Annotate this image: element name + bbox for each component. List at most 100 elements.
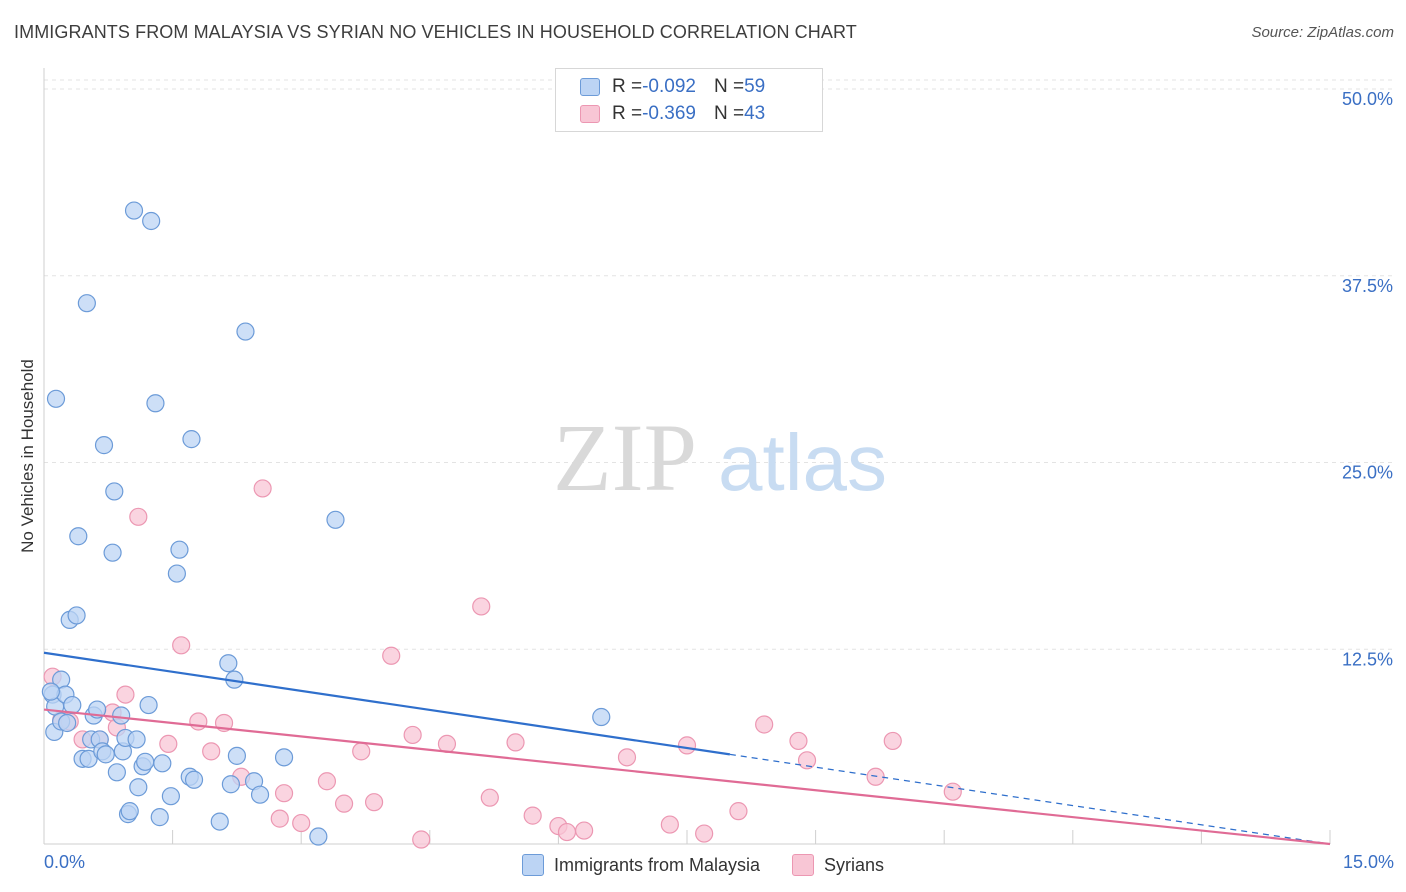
syrians-n-label: N =: [713, 103, 745, 124]
syrians-point-22: [364, 793, 384, 812]
malaysia-points: [41, 201, 611, 846]
legend-item-syrians[interactable]: Syrians: [792, 854, 884, 876]
watermark-zip: ZIP: [553, 404, 697, 511]
syrians-point-19: [317, 772, 337, 791]
malaysia-point-42: [170, 540, 189, 559]
legend-item-malaysia[interactable]: Immigrants from Malaysia: [521, 854, 760, 876]
malaysia-point-11: [69, 527, 88, 546]
syrians-point-12: [202, 742, 221, 761]
syrians-point-7: [116, 685, 135, 704]
syrians-point-23: [382, 646, 401, 665]
syrians-point-25: [412, 830, 431, 849]
malaysia-point-47: [219, 654, 238, 673]
malaysia-point-48: [221, 775, 240, 794]
malaysia-point-14: [79, 749, 98, 768]
syrians-point-38: [729, 802, 748, 821]
malaysia-point-21: [96, 745, 115, 764]
syrians-point-26: [437, 734, 457, 754]
malaysia-n-value: 59: [744, 76, 766, 97]
stats-legend-row-malaysia: R = -0.092 N = 59: [580, 75, 765, 99]
malaysia-point-39: [153, 754, 172, 773]
syrians-point-21: [352, 742, 371, 761]
syrians-point-10: [172, 636, 191, 655]
legend-label-malaysia: Immigrants from Malaysia: [553, 854, 760, 875]
syrians-point-8: [129, 507, 148, 526]
malaysia-point-34: [136, 752, 155, 771]
malaysia-point-35: [139, 695, 158, 715]
watermark: ZIP atlas: [553, 404, 887, 511]
malaysia-r-value: -0.092: [642, 76, 696, 97]
syrians-point-35: [660, 815, 679, 834]
legend-label-syrians: Syrians: [824, 854, 885, 875]
syrians-point-37: [695, 824, 714, 843]
malaysia-n-label: N =: [713, 76, 745, 97]
syrians-point-18: [292, 813, 311, 833]
malaysia-point-57: [592, 707, 611, 727]
syrians-point-42: [866, 767, 885, 786]
malaysia-point-38: [150, 808, 169, 827]
syrians-point-15: [253, 479, 272, 498]
source-note: Source: ZipAtlas.com: [1251, 24, 1394, 41]
malaysia-point-45: [184, 770, 204, 789]
syrians-swatch: [580, 105, 600, 123]
syrians-point-33: [575, 821, 594, 840]
stats-legend: R = -0.092 N = 59 R = -0.369 N = 43: [555, 68, 823, 132]
malaysia-point-36: [142, 211, 161, 231]
malaysia-point-24: [107, 763, 126, 782]
syrians-point-17: [274, 784, 294, 803]
watermark-atlas: atlas: [718, 418, 887, 507]
y-tick-label-0: 12.5%: [1342, 649, 1393, 669]
malaysia-point-51: [236, 322, 255, 341]
syrians-point-9: [159, 734, 178, 754]
malaysia-point-37: [146, 394, 165, 413]
trend-lines: [43, 651, 1331, 846]
malaysia-point-32: [129, 778, 148, 797]
malaysia-point-10: [67, 606, 86, 625]
y-tick-labels: 12.5% 25.0% 37.5% 50.0%: [1342, 89, 1393, 669]
malaysia-point-46: [210, 812, 229, 831]
malaysia-point-40: [161, 787, 180, 806]
malaysia-point-50: [227, 746, 246, 765]
syrians-points: [43, 479, 962, 849]
stats-legend-row-syrians: R = -0.369 N = 43: [580, 102, 765, 126]
syrians-point-43: [883, 731, 902, 751]
malaysia-point-7: [58, 713, 77, 733]
syrians-point-28: [480, 788, 499, 807]
series-legend: Immigrants from Malaysia Syrians: [0, 850, 1406, 880]
syrians-trend-line: [43, 708, 1331, 846]
syrians-point-29: [506, 733, 525, 752]
malaysia-point-3: [46, 389, 66, 408]
syrians-n-value: 43: [744, 103, 766, 124]
malaysia-point-20: [94, 436, 114, 455]
x-tick-label-min: 0.0%: [44, 852, 86, 872]
syrians-point-16: [270, 809, 289, 828]
syrians-point-39: [755, 715, 774, 734]
syrians-point-24: [403, 725, 422, 745]
malaysia-swatch: [580, 78, 600, 96]
legend-swatch-malaysia: [521, 854, 544, 876]
malaysia-point-31: [127, 730, 146, 749]
malaysia-point-41: [167, 564, 186, 583]
malaysia-point-56: [326, 510, 345, 529]
malaysia-point-23: [105, 482, 124, 501]
y-tick-label-1: 25.0%: [1342, 463, 1393, 483]
syrians-point-44: [943, 782, 962, 801]
malaysia-point-44: [182, 430, 201, 449]
malaysia-point-58: [41, 682, 60, 701]
malaysia-point-55: [309, 827, 328, 846]
malaysia-point-30: [124, 201, 144, 220]
chart-title: IMMIGRANTS FROM MALAYSIA VS SYRIAN NO VE…: [14, 22, 857, 42]
syrians-point-32: [557, 822, 577, 842]
y-tick-label-2: 37.5%: [1342, 276, 1393, 296]
syrians-point-34: [617, 748, 637, 767]
malaysia-trend-extension: [729, 753, 1331, 845]
malaysia-point-25: [112, 706, 131, 725]
syrians-r-value: -0.369: [642, 103, 696, 124]
syrians-point-11: [189, 712, 208, 731]
malaysia-point-29: [120, 802, 139, 821]
grid-lines: [44, 79, 1395, 650]
syrians-point-30: [523, 806, 542, 825]
malaysia-trend-line: [43, 651, 731, 756]
syrians-point-40: [789, 731, 808, 751]
